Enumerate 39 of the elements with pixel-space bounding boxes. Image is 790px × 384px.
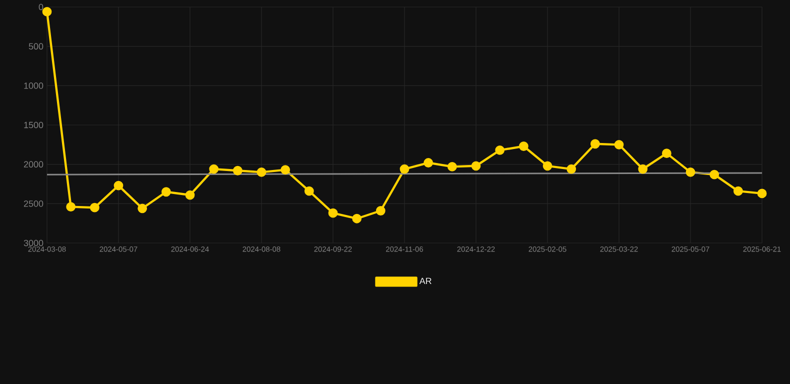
point	[686, 168, 696, 177]
legend-label: AR	[419, 278, 432, 284]
point	[614, 140, 624, 150]
y-tick-label: 1500	[24, 122, 44, 128]
y-tick-label: 3000	[24, 240, 44, 246]
point	[256, 168, 266, 177]
point	[733, 186, 743, 196]
point	[209, 164, 219, 174]
point	[757, 188, 767, 198]
y-tick-label: 1000	[24, 82, 44, 89]
point	[114, 180, 124, 190]
y-tick-label: 2000	[24, 161, 44, 168]
point	[138, 204, 148, 214]
point	[185, 190, 195, 200]
point	[90, 202, 100, 212]
point	[518, 142, 528, 151]
point	[328, 208, 338, 218]
point	[352, 214, 362, 224]
point	[710, 170, 720, 180]
point	[304, 186, 314, 196]
point	[280, 165, 290, 175]
point	[471, 161, 481, 171]
point	[542, 161, 552, 171]
point	[566, 164, 576, 174]
point	[638, 164, 648, 174]
point	[424, 158, 434, 168]
point	[400, 164, 410, 174]
point	[590, 139, 600, 149]
point	[495, 145, 505, 155]
point	[376, 206, 386, 216]
y-tick-label: 0	[38, 4, 44, 10]
y-tick-label: 500	[28, 43, 44, 50]
y-tick-label: 2500	[24, 200, 44, 207]
point	[447, 162, 457, 172]
point	[66, 202, 76, 212]
point	[662, 148, 672, 158]
point	[232, 166, 242, 176]
point	[161, 187, 171, 197]
point	[42, 7, 52, 16]
